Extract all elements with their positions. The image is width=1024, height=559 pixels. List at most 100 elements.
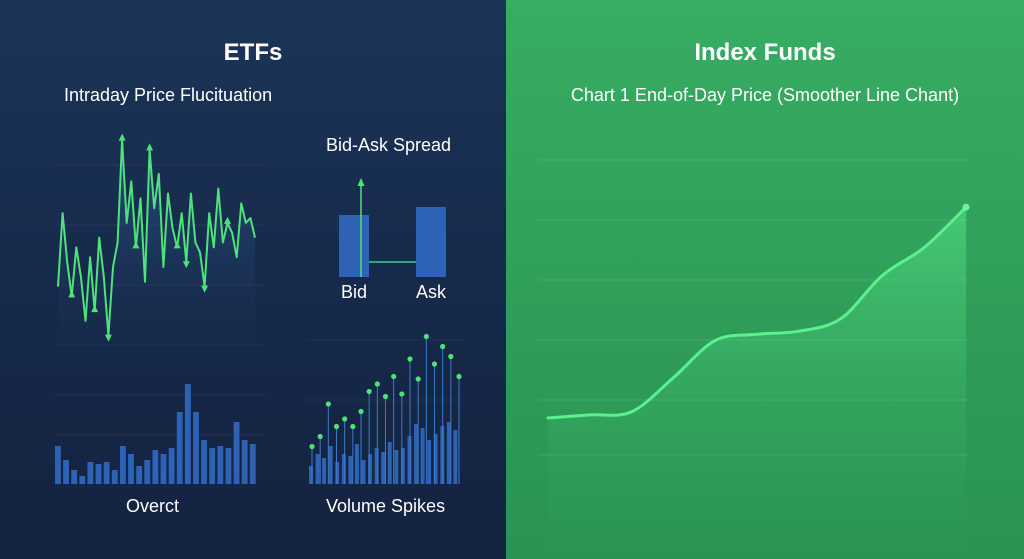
volume-spike-dot [325,401,331,407]
volume-spike-dot [333,423,340,430]
overct-bar [103,462,110,484]
volume-spikes-chart [309,333,462,484]
overct-label: Overct [126,496,180,516]
overct-bar [87,462,94,484]
volume-bar [354,444,359,484]
bid-ask-chart [339,178,446,277]
volume-bar [309,466,313,484]
overct-bar [152,450,159,484]
volume-bar [446,422,451,484]
volume-bar [328,446,333,484]
volume-spike-dot [431,361,438,367]
overct-bar [168,448,175,484]
volume-spikes-label: Volume Spikes [326,496,446,516]
volume-spike-dot [350,423,356,430]
intraday-area [58,139,255,372]
volume-bar [400,448,405,484]
intraday-arrow-up [146,143,154,151]
volume-bar [315,454,320,484]
overct-bar [217,446,224,484]
overct-bar [193,412,199,484]
overct-bar [63,460,69,484]
eod-price-line [546,205,968,420]
intraday-arrow-up [224,216,232,224]
index-funds-title: Index Funds [694,39,836,66]
index-funds-chart-svg [538,159,970,559]
overct-bar [128,454,134,484]
volume-bar [407,436,412,484]
volume-spike-dot [415,376,421,382]
volume-spike-dot [399,391,405,397]
volume-spike-dot [382,393,389,400]
volume-bar [348,456,353,484]
volume-spike-dot [317,433,323,440]
overct-bar [71,470,78,484]
overct-bar [79,476,86,484]
spread-arrow-head [357,178,365,186]
volume-spike-dot [358,408,364,415]
intraday-arrow-up [68,290,76,298]
overct-bar [160,454,167,484]
volume-bar [381,452,386,484]
volume-spike-dot [407,356,413,362]
eod-area-fill [548,207,966,559]
overct-bar [241,440,248,484]
intraday-arrow-up [132,241,140,249]
etfs-title: ETFs [223,39,283,66]
volume-bar [427,440,432,484]
overct-bar [184,384,191,484]
overct-bar [111,470,118,484]
volume-spike-dot [440,343,446,350]
volume-bar [387,442,392,484]
intraday-arrow-up [91,305,99,313]
overct-bar [201,440,208,484]
overct-bar [233,422,240,484]
volume-bar [420,428,425,484]
intraday-arrow-down [201,285,209,293]
volume-bar [414,424,418,484]
volume-spike-dot [366,388,372,395]
intraday-arrow-up [118,133,126,141]
eod-last-point [962,203,970,211]
overct-bar [119,446,126,484]
volume-bar [394,450,399,484]
etfs-charts-svg [55,133,465,484]
volume-bar [322,458,327,484]
volume-bar [368,454,373,484]
volume-spike-dot [342,416,348,422]
volume-spike-dot [456,373,462,380]
overct-bar [249,444,256,484]
volume-spike-dot [391,373,397,380]
ask-label: Ask [416,282,447,302]
intraday-arrow-down [182,261,190,269]
overct-bar [225,448,232,484]
bid-ask-bar-ask [416,207,446,277]
overct-bar [144,460,151,484]
volume-spike-dot [448,353,454,360]
overct-bar-chart [55,384,256,484]
intraday-arrow-down [104,334,112,342]
end-of-day-chart-label: Chart 1 End-of-Day Price (Smoother Line … [570,85,960,105]
end-of-day-area-chart [538,159,970,559]
volume-spike-dot [309,443,315,450]
index-funds-panel: Index Funds Chart 1 End-of-Day Price (Sm… [506,0,1024,559]
volume-bar [361,460,366,484]
volume-bar [341,454,346,484]
overct-bar [95,464,102,484]
bid-ask-bar-bid [339,215,369,277]
volume-bar [453,430,458,484]
intraday-line [57,138,256,337]
intraday-chart-label: Intraday Price Flucituation [64,85,273,105]
volume-spike-dot [423,333,429,340]
overct-bar [176,412,183,484]
overct-bar [136,466,143,484]
intraday-arrow-up [173,241,181,249]
volume-bar [335,462,340,484]
volume-bar [433,434,438,484]
overct-bar [55,446,61,484]
etfs-panel: ETFs Intraday Price Flucituation Bid-Ask… [0,0,506,559]
intraday-price-chart [57,133,256,372]
volume-spike-dot [374,381,380,387]
bid-ask-chart-label: Bid-Ask Spread [326,135,452,155]
